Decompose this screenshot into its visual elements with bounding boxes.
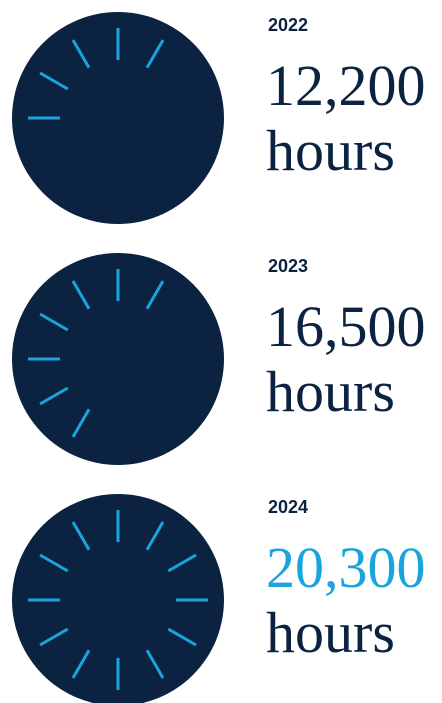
dial-dash [145,649,165,679]
hours-amount: 20,300 [266,535,426,600]
dial-dash [71,521,91,551]
hours-amount: 12,200 [266,53,426,118]
dial-dash [167,627,197,647]
dial-dash [145,280,165,310]
dial-dash [71,39,91,69]
hours-amount: 16,500 [266,294,426,359]
year-label: 2024 [268,497,308,517]
year-label: 2022 [268,15,308,35]
hours-unit: hours [266,359,395,424]
dial-dash [39,627,69,647]
dial-dash [39,386,69,406]
dial-dash [145,521,165,551]
dial-dash [39,312,69,332]
dial-dash [39,71,69,91]
dial [12,253,224,465]
dial-dash [71,408,91,438]
dial-dash [167,553,197,573]
dial-dash [145,39,165,69]
dial-dash [39,553,69,573]
dial-dash [71,280,91,310]
hours-unit: hours [266,118,395,183]
dial-dash [71,649,91,679]
year-label: 2023 [268,256,308,276]
dial [12,494,224,703]
dial [12,12,224,224]
hours-unit: hours [266,600,395,665]
